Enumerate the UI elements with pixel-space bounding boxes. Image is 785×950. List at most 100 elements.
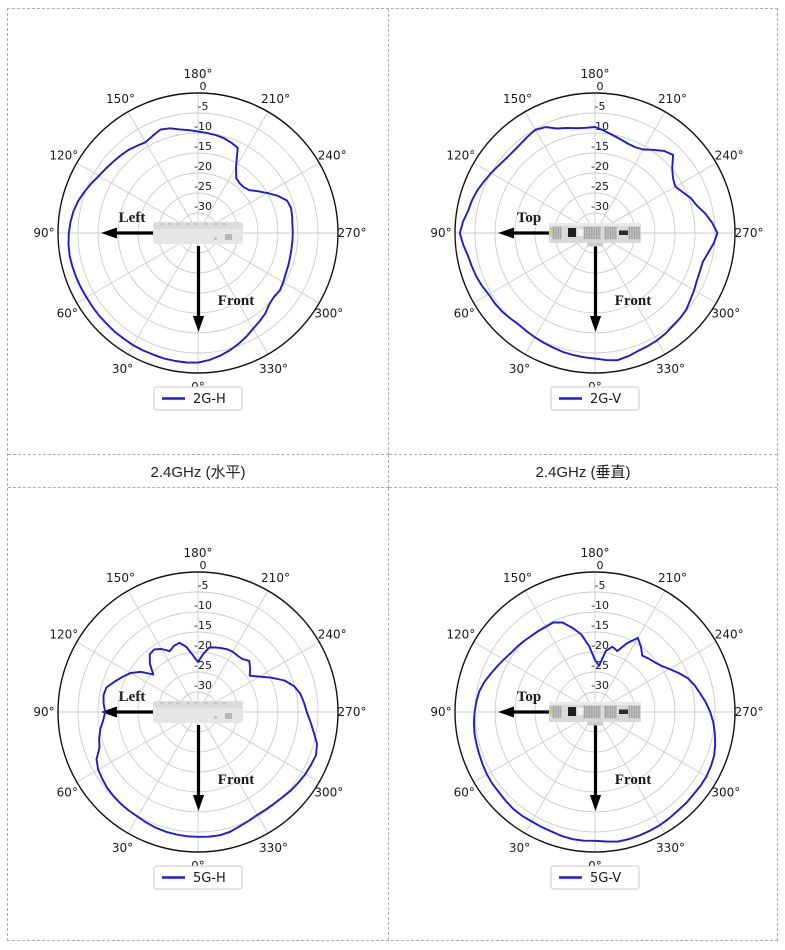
r-tick-label: -5 — [198, 579, 209, 592]
theta-tick-label: 120° — [49, 628, 78, 642]
theta-gridline — [524, 232, 596, 355]
theta-tick-label: 120° — [446, 149, 475, 163]
polar-chart-2g-h: 0 -5 -10 -15 -20 -25 -30 180° 210° 240° 270° 300° 33… — [33, 67, 367, 411]
polar-outline — [454, 571, 736, 853]
caption-2g-horizontal: 2.4GHz (水平) — [8, 455, 389, 488]
polar-chart-5g-v: 0-5-10-15-20-25-30180°210°240°270°300°33… — [430, 546, 764, 890]
horizontal-arrow-label: Left — [119, 689, 146, 705]
theta-tick-label: 300° — [314, 786, 343, 800]
r-tick-label: -20 — [194, 160, 212, 173]
r-gridline — [77, 112, 319, 354]
chart-cell-2g-v: 0 -5 -10 -15 -20 -25 -30 180° 210° 240° 270° 300° 33… — [389, 9, 777, 455]
theta-gridline — [473, 232, 596, 304]
front-arrowhead-icon — [192, 795, 205, 811]
vertical-arrow-label: Front — [615, 293, 651, 309]
theta-tick-label: 180° — [581, 546, 610, 560]
caption-text-right: 2.4GHz (垂直) — [535, 463, 631, 481]
theta-tick-label: 90° — [33, 705, 54, 719]
r-tick-label: -10 — [194, 120, 212, 133]
front-arrowhead-icon — [589, 316, 602, 332]
device-rear-view-image — [549, 223, 641, 247]
theta-tick-label: 330° — [656, 841, 685, 855]
theta-tick-label: 270° — [338, 226, 367, 240]
theta-tick-label: 150° — [503, 92, 532, 106]
theta-tick-label: 270° — [735, 705, 764, 719]
r-tick-label: -15 — [591, 619, 609, 632]
theta-tick-label: 150° — [106, 92, 135, 106]
theta-tick-label: 270° — [735, 226, 764, 240]
front-arrowhead-icon — [192, 316, 205, 332]
theta-gridline — [594, 232, 666, 355]
theta-gridline — [473, 162, 596, 234]
theta-gridline — [76, 232, 199, 304]
theta-gridline — [473, 641, 596, 713]
r-tick-label: -25 — [591, 180, 609, 193]
r-gridline — [97, 611, 299, 813]
r-tick-label: -5 — [595, 579, 606, 592]
r-tick-label: -5 — [198, 100, 209, 113]
polar-chart-2g-v: 0 -5 -10 -15 -20 -25 -30 180° 210° 240° 270° 300° 33… — [430, 67, 764, 411]
r-tick-label: 0 — [200, 559, 207, 572]
chart-cell-5g-h: 0 -5 -10 -15 -20 -25 -30 180° 210° 240° 270° 300° 33… — [8, 488, 389, 940]
theta-gridline — [594, 641, 717, 713]
radiation-pattern-curve — [95, 641, 318, 838]
r-tick-label: -15 — [194, 619, 212, 632]
chart-cell-2g-h: 0 -5 -10 -15 -20 -25 -30 180° 210° 240° 270° 300° 33… — [8, 9, 389, 455]
legend-box — [153, 865, 243, 890]
theta-gridline — [594, 590, 666, 713]
theta-tick-label: 150° — [106, 571, 135, 585]
theta-tick-label: 240° — [715, 149, 744, 163]
theta-tick-label: 240° — [318, 628, 347, 642]
device-top-view-image — [153, 222, 243, 244]
theta-tick-label: 150° — [503, 571, 532, 585]
theta-tick-label: 330° — [259, 841, 288, 855]
theta-tick-label: 180° — [184, 67, 213, 81]
theta-gridline — [594, 711, 666, 834]
theta-tick-label: 210° — [658, 571, 687, 585]
r-tick-label: -5 — [595, 100, 606, 113]
theta-tick-label: 120° — [446, 628, 475, 642]
vertical-arrow-label: Front — [218, 772, 254, 788]
r-tick-label: -30 — [194, 679, 212, 692]
theta-gridline — [76, 162, 199, 234]
theta-gridline — [594, 162, 717, 234]
theta-gridline — [594, 232, 717, 304]
theta-tick-label: 300° — [711, 786, 740, 800]
theta-gridline — [197, 232, 320, 304]
theta-tick-label: 60° — [454, 786, 475, 800]
horizontal-arrow-label: Left — [119, 210, 146, 226]
theta-gridline — [524, 711, 596, 834]
theta-tick-label: 60° — [454, 307, 475, 321]
r-tick-label: -15 — [194, 140, 212, 153]
theta-tick-label: 90° — [33, 226, 54, 240]
r-gridline — [494, 611, 696, 813]
theta-gridline — [76, 641, 199, 713]
r-gridline — [494, 132, 696, 334]
theta-gridline — [594, 111, 666, 234]
r-gridline — [474, 112, 716, 354]
r-tick-label: -10 — [591, 599, 609, 612]
theta-gridline — [197, 711, 269, 834]
legend-label: 2G-V — [590, 392, 621, 407]
theta-tick-label: 60° — [57, 307, 78, 321]
left-arrowhead-icon — [101, 227, 117, 239]
r-tick-label: -30 — [591, 200, 609, 213]
theta-tick-label: 210° — [261, 92, 290, 106]
theta-gridline — [197, 232, 269, 355]
device-top-view-image — [153, 701, 243, 723]
theta-gridline — [524, 111, 596, 234]
r-tick-label: -10 — [194, 599, 212, 612]
front-arrowhead-icon — [589, 795, 602, 811]
r-tick-label: -20 — [591, 639, 609, 652]
theta-tick-label: 270° — [338, 705, 367, 719]
horizontal-arrow-label: Top — [517, 689, 541, 705]
polar-chart-5g-h: 0-5-10-15-20-25-30180°210°240°270°300°33… — [33, 546, 367, 890]
theta-gridline — [76, 711, 199, 783]
antenna-pattern-table: 0 -5 -10 -15 -20 -25 -30 180° 210° 240° 270° 300° 33… — [7, 8, 778, 941]
r-tick-label: -20 — [591, 160, 609, 173]
theta-gridline — [594, 711, 717, 783]
theta-gridline — [127, 590, 199, 713]
r-tick-label: -30 — [194, 200, 212, 213]
theta-gridline — [473, 711, 596, 783]
theta-tick-label: 300° — [314, 307, 343, 321]
